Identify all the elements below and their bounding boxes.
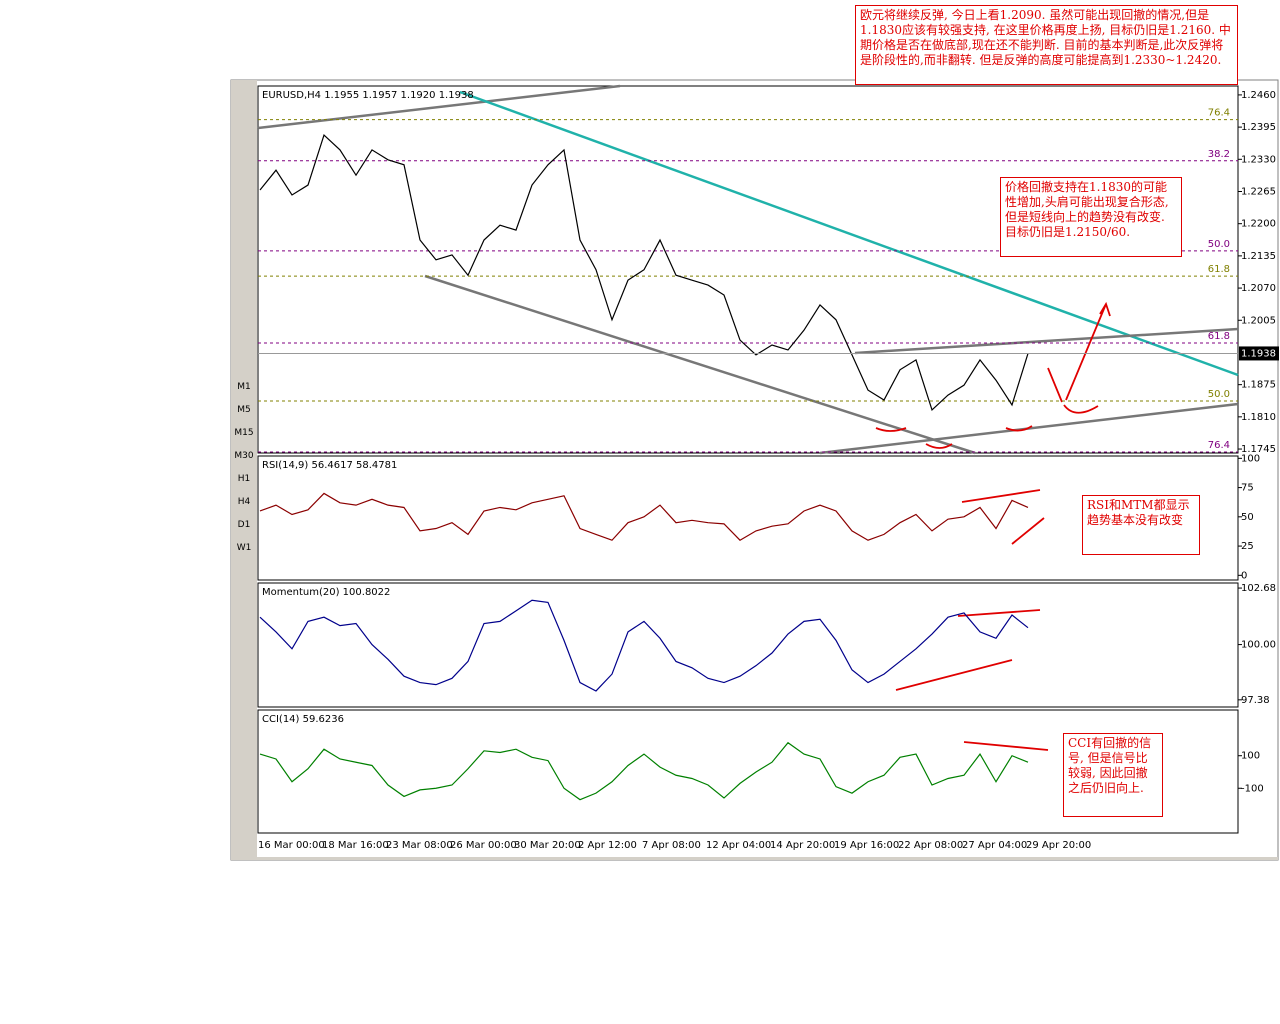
y-tick-label: 0 [1241,570,1247,581]
x-tick-label: 30 Mar 20:00 [514,840,581,851]
y-tick-label: 1.2005 [1241,315,1276,326]
fibo-label: 50.0 [1208,389,1230,400]
x-tick-label: 2 Apr 12:00 [578,840,637,851]
series-line [259,133,1029,411]
x-tick-label: 23 Mar 08:00 [386,840,453,851]
hand-marks [875,301,1111,751]
timeframe-button[interactable]: D1 [237,520,251,530]
price-tag [1239,346,1279,361]
fibo-label: 61.8 [1208,264,1230,275]
timeframe-button[interactable]: H1 [237,474,251,484]
note-rsi: RSI和MTM都显示趋势基本没有改变 [1082,495,1200,555]
y-tick-label: 100 [1241,751,1260,762]
timeframe-button[interactable]: M5 [237,405,251,415]
y-tick-label: -100 [1241,783,1264,794]
x-tick-label: 7 Apr 08:00 [642,840,701,851]
fibo-label: 76.4 [1208,440,1230,451]
note-top: 欧元将继续反弹, 今日上看1.2090. 虽然可能出现回撤的情况,但是1.183… [855,5,1238,85]
note-cci: CCI有回撤的信号, 但是信号比较弱, 因此回撤之后仍旧向上. [1063,733,1163,817]
y-tick-label: 50 [1241,512,1254,523]
y-tick-label: 1.1745 [1241,444,1276,455]
price-frame [257,85,1239,454]
y-tick-label: 102.68 [1241,583,1276,594]
x-tick-label: 29 Apr 20:00 [1026,840,1091,851]
rsi-frame [257,455,1239,581]
timeframe-button[interactable]: H4 [237,497,251,507]
x-tick-label: 26 Mar 00:00 [450,840,517,851]
panel-title: EURUSD,H4 1.1955 1.1957 1.1920 1.1938 [262,90,474,101]
cci-frame [257,709,1239,834]
x-tick-label: 27 Apr 04:00 [962,840,1027,851]
fibo-label: 50.0 [1208,239,1230,250]
toolbar [231,80,257,860]
arrow [1047,301,1111,414]
note-price: 价格回撤支持在1.1830的可能性增加,头肩可能出现复合形态,但是短线向上的趋势… [1000,177,1182,257]
series-line [259,741,1029,801]
y-tick-label: 100 [1241,453,1260,464]
y-tick-label: 1.2265 [1241,186,1276,197]
x-tick-label: 14 Apr 20:00 [770,840,835,851]
y-tick-label: 1.1875 [1241,380,1276,391]
y-tick-label: 1.2070 [1241,283,1276,294]
x-tick-label: 16 Mar 00:00 [258,840,325,851]
fibo-label: 61.8 [1208,331,1230,342]
support-mark [875,425,1033,449]
timeframe-button[interactable]: W1 [236,543,252,553]
series-line [259,599,1029,692]
plot-frames [257,85,1239,834]
y-tick-label: 1.2395 [1241,122,1276,133]
timeframe-button[interactable]: M30 [234,451,254,461]
y-tick-label: 25 [1241,541,1254,552]
panel-title: CCI(14) 59.6236 [262,714,344,725]
y-tick-label: 75 [1241,483,1254,494]
trend-line [854,327,1239,355]
panel-title: RSI(14,9) 56.4617 58.4781 [262,460,397,471]
x-tick-label: 22 Apr 08:00 [898,840,963,851]
y-tick-label: 100.00 [1241,640,1276,651]
series-line [259,492,1029,541]
y-tick-label: 1.2135 [1241,251,1276,262]
timeframe-button[interactable]: M1 [237,382,251,392]
timeframe-button[interactable]: M15 [234,428,254,438]
x-tick-label: 19 Apr 16:00 [834,840,899,851]
y-tick-label: 97.38 [1241,695,1270,706]
trend-line [459,90,1239,377]
y-tick-label: 1.2200 [1241,219,1276,230]
x-tick-label: 18 Mar 16:00 [322,840,389,851]
trend-line [424,274,976,455]
y-tick-label: 1.1810 [1241,412,1276,423]
fibo-label: 76.4 [1208,108,1230,119]
trend-line [257,84,621,130]
divergence-line [895,489,1049,751]
y-tick-label: 1.2460 [1241,90,1276,101]
price-tag-label: 1.1938 [1241,348,1276,359]
x-tick-label: 12 Apr 04:00 [706,840,771,851]
fibo-label: 38.2 [1208,149,1230,160]
y-tick-label: 1.2330 [1241,154,1276,165]
panel-title: Momentum(20) 100.8022 [262,587,390,598]
status-bar [231,857,1278,860]
